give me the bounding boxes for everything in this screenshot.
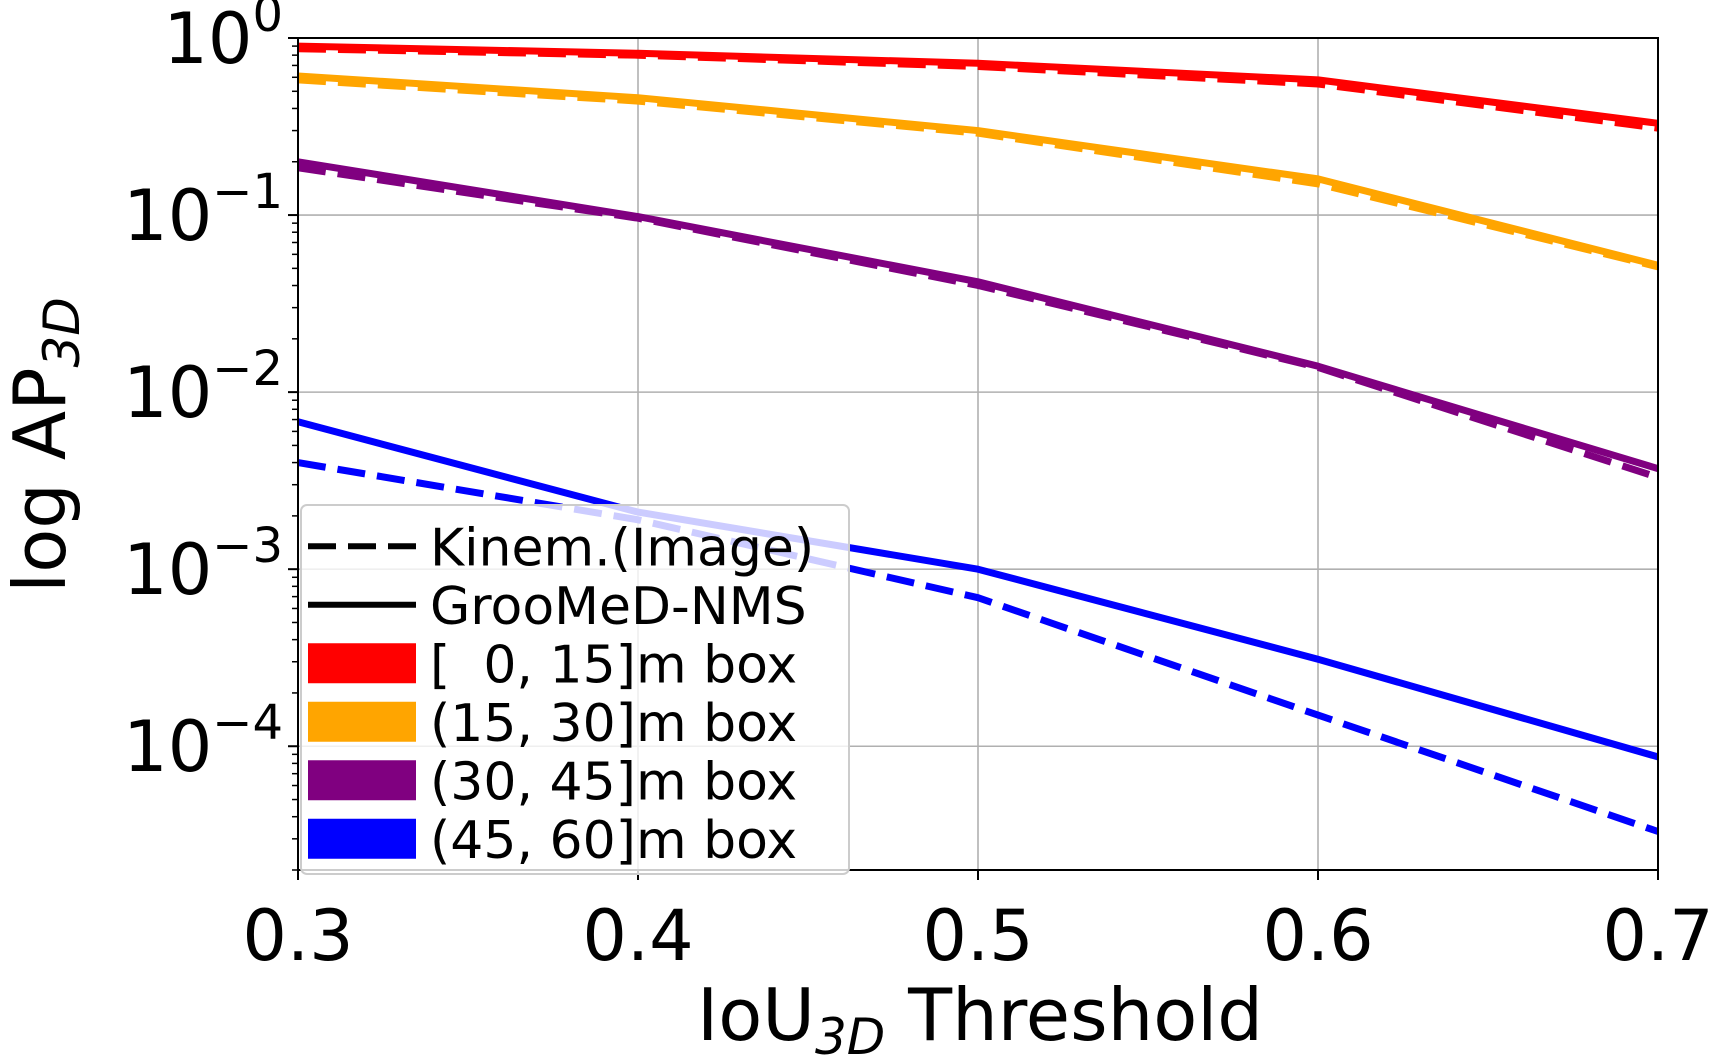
legend-swatch — [308, 818, 416, 859]
x-tick-label: 0.5 — [922, 895, 1033, 977]
y-axis-ticks: 100 10−1 10−2 10−3 10−4 — [123, 0, 298, 871]
x-axis-label: IoU3D Threshold — [697, 973, 1263, 1060]
series-line — [297, 459, 1660, 835]
x-tick-label: 0.6 — [1262, 895, 1373, 977]
y-tick-label: 10−4 — [123, 695, 283, 788]
y-tick-label: 10−1 — [123, 164, 283, 257]
legend-label: GrooMeD-NMS — [430, 577, 807, 637]
legend-label: (45, 60]m box — [430, 811, 797, 871]
legend-swatch — [308, 760, 416, 801]
series-line — [297, 45, 1659, 132]
legend-label: (30, 45]m box — [430, 752, 797, 812]
y-tick-label: 10−3 — [123, 518, 283, 611]
x-tick-label: 0.7 — [1602, 895, 1713, 977]
legend-swatch — [308, 701, 416, 742]
x-axis-ticks: 0.3 0.4 0.5 0.6 0.7 — [242, 870, 1714, 977]
series-line — [297, 76, 1659, 271]
series-line — [297, 418, 1659, 761]
y-axis-label: log AP3D — [0, 297, 91, 593]
x-tick-label: 0.3 — [242, 895, 353, 977]
legend-box — [300, 504, 850, 875]
series-lines — [297, 42, 1660, 835]
legend: Kinem.(Image)GrooMeD-NMS[ 0, 15]m box(15… — [300, 504, 850, 875]
y-tick-label: 100 — [163, 0, 283, 80]
legend-label: (15, 30]m box — [430, 694, 797, 754]
y-tick-label: 10−2 — [123, 341, 283, 434]
legend-label: [ 0, 15]m box — [430, 635, 797, 695]
series-line — [297, 164, 1660, 481]
x-tick-label: 0.4 — [582, 895, 693, 977]
legend-label: Kinem.(Image) — [430, 518, 814, 578]
legend-swatch — [308, 643, 416, 684]
series-line — [297, 158, 1660, 472]
